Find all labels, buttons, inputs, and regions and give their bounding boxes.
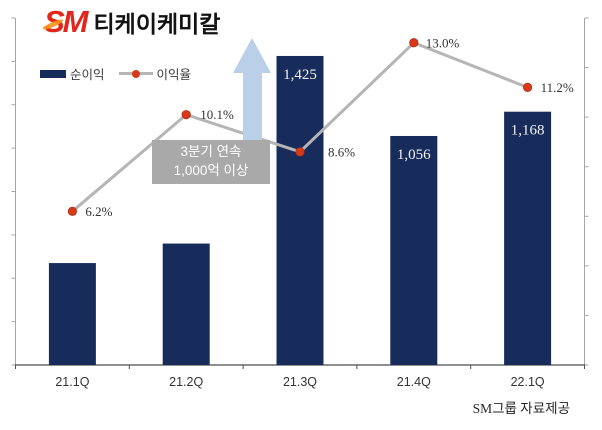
x-axis-label: 22.1Q: [511, 375, 545, 389]
legend-line-label: 이익율: [156, 68, 192, 82]
bar-21.1Q: [48, 263, 96, 365]
line-marker-21.2Q: [181, 110, 191, 120]
annotation-box: 3분기 연속 1,000억 이상: [152, 140, 270, 184]
sm-logo: SM: [41, 6, 88, 38]
legend-bar-label: 순이익: [70, 68, 105, 82]
bar-21.4Q: [390, 135, 438, 365]
bar-value-label: 1,056: [397, 147, 431, 163]
up-arrow-head: [233, 38, 271, 73]
x-axis-label: 21.3Q: [283, 375, 317, 389]
bar-value-label: 1,425: [283, 67, 317, 83]
x-axis-label: 21.1Q: [55, 375, 89, 389]
legend-bar-swatch: [40, 69, 66, 78]
brand-header: SM 티케이케미칼: [41, 6, 221, 40]
line-marker-21.4Q: [409, 38, 419, 48]
annotation-line2: 1,000억 이상: [173, 163, 249, 178]
annotation-line1: 3분기 연속: [180, 144, 242, 160]
legend-line-swatch: [118, 69, 153, 78]
up-arrow-icon: [233, 38, 272, 152]
company-title: 티케이케미칼: [93, 11, 221, 37]
bar-21.2Q: [162, 243, 210, 365]
line-marker-22.1Q: [522, 82, 533, 93]
pct-label: 10.1%: [200, 107, 234, 122]
bar-22.1Q: [504, 111, 552, 365]
x-axis-label: 21.4Q: [397, 375, 431, 389]
pct-label: 11.2%: [541, 80, 574, 95]
x-axis-label: 21.2Q: [169, 375, 203, 389]
bar-value-label: 1,168: [511, 123, 545, 139]
bar-21.3Q: [276, 55, 324, 365]
legend: 순이익 이익율: [40, 65, 195, 82]
line-marker-21.1Q: [67, 206, 78, 216]
up-arrow-shaft: [243, 72, 262, 152]
pct-label: 6.2%: [85, 204, 112, 219]
source-note: SM그룹 자료제공: [472, 401, 570, 416]
line-marker-21.3Q: [295, 147, 305, 157]
pct-label: 13.0%: [426, 35, 460, 50]
legend-marker-icon: [131, 69, 140, 78]
pct-label: 8.6%: [328, 144, 355, 159]
